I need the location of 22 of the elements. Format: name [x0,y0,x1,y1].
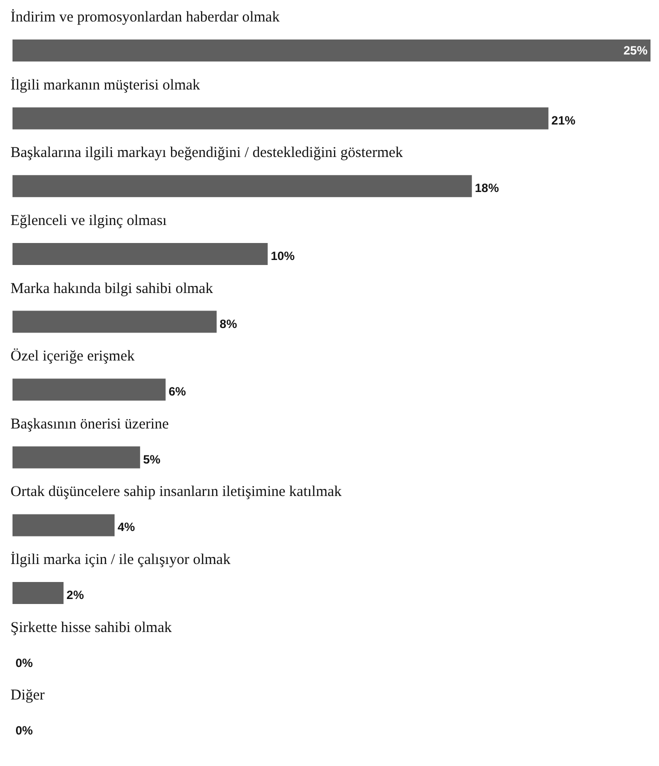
y-tick-label: Marka hakında bilgi sahibi olmak [10,280,214,297]
data-label: 4% [118,520,136,534]
data-label: 2% [66,588,84,602]
data-label: 18% [474,181,500,196]
data-label: 6% [168,384,186,399]
data-label: 5% [143,452,161,466]
y-tick-label: İndirim ve promosyonlardan haberdar olmak [10,8,280,26]
y-tick-label: İlgili marka için / ile çalışıyor olmak [10,551,231,568]
data-label: 21% [551,113,576,128]
y-tick-label: Başkasının önerisi üzerine [10,416,170,432]
y-tick-label: İlgili markanın müşterisi olmak [10,76,201,94]
y-tick-label: Başkalarına ilgili markayı beğendiğini / desteklediğini göstermek [10,145,404,162]
data-label: 25% [623,44,648,58]
data-label: 0% [16,656,34,670]
data-label: 10% [270,248,296,263]
y-tick-label: Özel içeriğe erişmek [10,348,136,365]
y-tick-label: Şirkette hisse sahibi olmak [10,620,172,636]
y-tick-label: Diğer [10,688,45,704]
y-tick-label: Eğlenceli ve ilginç olması [10,212,167,229]
y-tick-label: Ortak düşüncelere sahip insanların iletişimine katılmak [10,484,342,500]
data-label: 0% [16,724,34,738]
data-label: 8% [220,316,238,331]
